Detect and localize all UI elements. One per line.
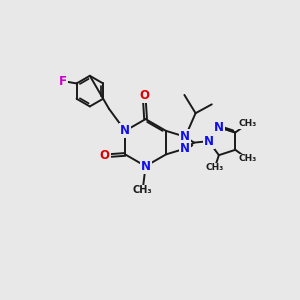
- Text: CH₃: CH₃: [238, 119, 257, 128]
- Text: N: N: [204, 135, 214, 148]
- Text: F: F: [59, 75, 67, 88]
- Text: CH₃: CH₃: [238, 154, 257, 163]
- Text: O: O: [100, 149, 110, 162]
- Text: CH₃: CH₃: [206, 163, 224, 172]
- Text: N: N: [141, 160, 151, 173]
- Text: CH₃: CH₃: [133, 185, 152, 195]
- Text: O: O: [139, 89, 149, 102]
- Text: N: N: [214, 121, 224, 134]
- Text: N: N: [120, 124, 130, 137]
- Text: N: N: [180, 130, 190, 143]
- Text: N: N: [180, 142, 190, 155]
